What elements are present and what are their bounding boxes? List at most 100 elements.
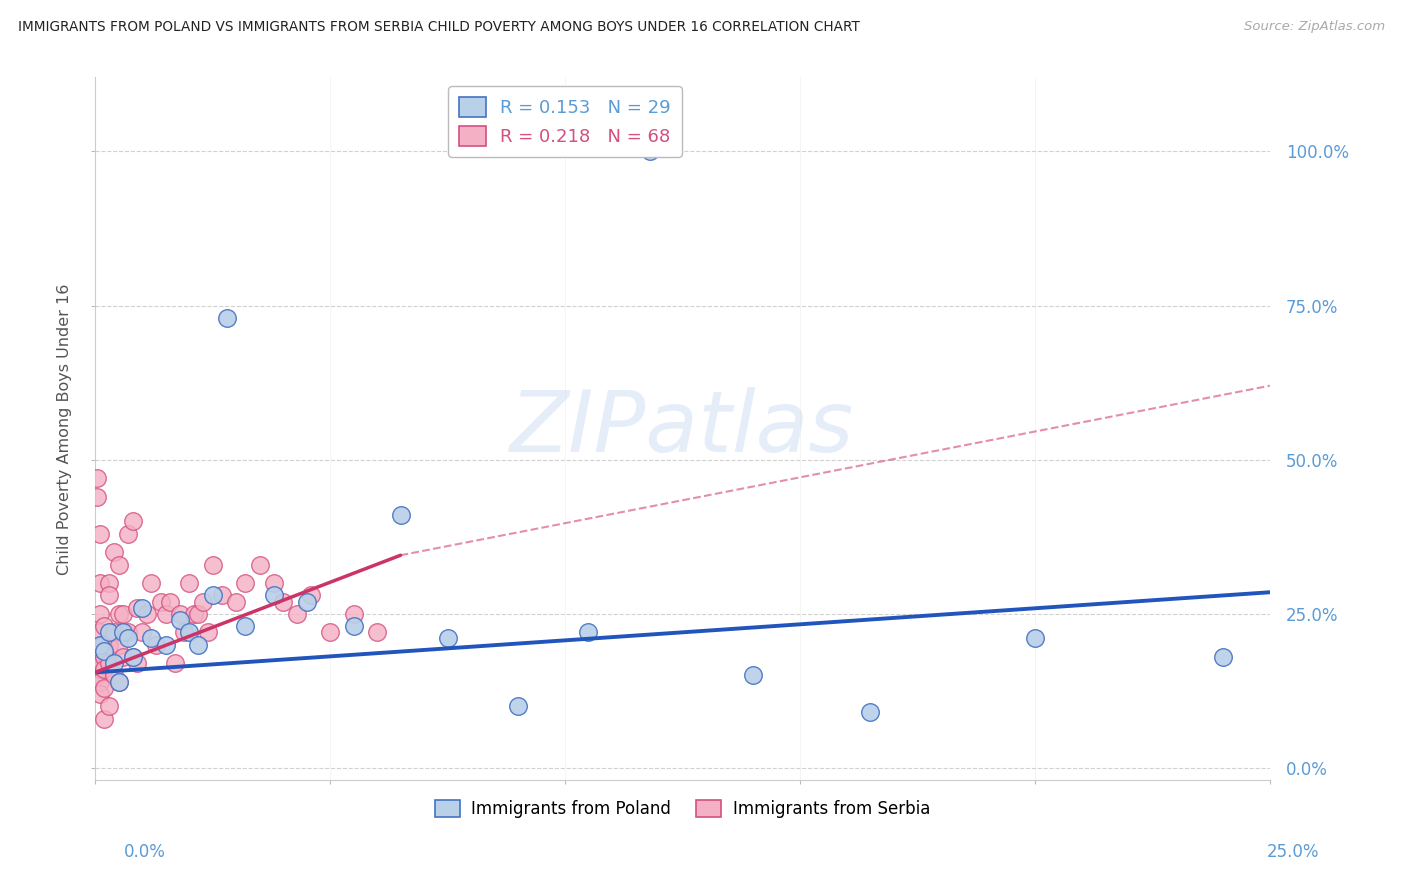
Point: [638, 145, 661, 159]
Text: 25.0%: 25.0%: [1267, 843, 1319, 861]
Point: [121, 514, 143, 528]
Point: [169, 607, 191, 621]
Point: [117, 526, 139, 541]
Text: IMMIGRANTS FROM POLAND VS IMMIGRANTS FROM SERBIA CHILD POVERTY AMONG BOYS UNDER : IMMIGRANTS FROM POLAND VS IMMIGRANTS FRO…: [18, 20, 860, 34]
Point: [285, 607, 308, 621]
Point: [197, 625, 219, 640]
Point: [107, 638, 129, 652]
Point: [187, 607, 209, 621]
Point: [107, 558, 129, 572]
Point: [141, 632, 163, 646]
Point: [177, 576, 200, 591]
Point: [1024, 632, 1046, 646]
Point: [342, 619, 364, 633]
Point: [91, 656, 114, 670]
Point: [145, 638, 167, 652]
Point: [107, 674, 129, 689]
Point: [183, 607, 205, 621]
Point: [263, 588, 285, 602]
Text: ZIPatlas: ZIPatlas: [510, 387, 855, 470]
Point: [187, 638, 209, 652]
Point: [225, 594, 247, 608]
Point: [389, 508, 412, 523]
Text: 0.0%: 0.0%: [124, 843, 166, 861]
Point: [93, 638, 115, 652]
Point: [86, 668, 108, 682]
Point: [506, 699, 529, 714]
Point: [112, 650, 135, 665]
Point: [86, 656, 108, 670]
Point: [149, 594, 172, 608]
Point: [141, 576, 163, 591]
Point: [89, 644, 111, 658]
Point: [342, 607, 364, 621]
Point: [1212, 650, 1234, 665]
Point: [131, 600, 153, 615]
Point: [163, 656, 186, 670]
Point: [155, 607, 177, 621]
Text: Source: ZipAtlas.com: Source: ZipAtlas.com: [1244, 20, 1385, 33]
Point: [98, 656, 121, 670]
Point: [86, 471, 108, 485]
Point: [366, 625, 388, 640]
Point: [127, 600, 149, 615]
Point: [235, 576, 257, 591]
Point: [93, 644, 115, 658]
Point: [93, 681, 115, 695]
Point: [299, 588, 322, 602]
Point: [215, 310, 238, 325]
Point: [121, 650, 143, 665]
Point: [263, 576, 285, 591]
Point: [271, 594, 294, 608]
Point: [107, 674, 129, 689]
Point: [98, 638, 121, 652]
Point: [201, 588, 224, 602]
Point: [91, 638, 114, 652]
Point: [169, 613, 191, 627]
Point: [112, 625, 135, 640]
Point: [89, 625, 111, 640]
Point: [103, 545, 125, 559]
Point: [89, 576, 111, 591]
Y-axis label: Child Poverty Among Boys Under 16: Child Poverty Among Boys Under 16: [58, 283, 72, 574]
Point: [319, 625, 342, 640]
Point: [86, 490, 108, 504]
Point: [135, 607, 157, 621]
Point: [107, 607, 129, 621]
Legend: Immigrants from Poland, Immigrants from Serbia: Immigrants from Poland, Immigrants from …: [427, 793, 936, 825]
Point: [89, 674, 111, 689]
Point: [89, 662, 111, 676]
Point: [89, 656, 111, 670]
Point: [121, 650, 143, 665]
Point: [89, 687, 111, 701]
Point: [127, 656, 149, 670]
Point: [859, 706, 882, 720]
Point: [117, 632, 139, 646]
Point: [295, 594, 318, 608]
Point: [436, 632, 458, 646]
Point: [93, 650, 115, 665]
Point: [89, 607, 111, 621]
Point: [93, 619, 115, 633]
Point: [131, 625, 153, 640]
Point: [103, 656, 125, 670]
Point: [98, 588, 121, 602]
Point: [177, 625, 200, 640]
Point: [193, 594, 215, 608]
Point: [249, 558, 271, 572]
Point: [159, 594, 181, 608]
Point: [578, 625, 600, 640]
Point: [89, 526, 111, 541]
Point: [742, 668, 765, 682]
Point: [112, 607, 135, 621]
Point: [211, 588, 233, 602]
Point: [98, 576, 121, 591]
Point: [155, 638, 177, 652]
Point: [98, 699, 121, 714]
Point: [235, 619, 257, 633]
Point: [98, 625, 121, 640]
Point: [173, 625, 195, 640]
Point: [117, 625, 139, 640]
Point: [201, 558, 224, 572]
Point: [103, 625, 125, 640]
